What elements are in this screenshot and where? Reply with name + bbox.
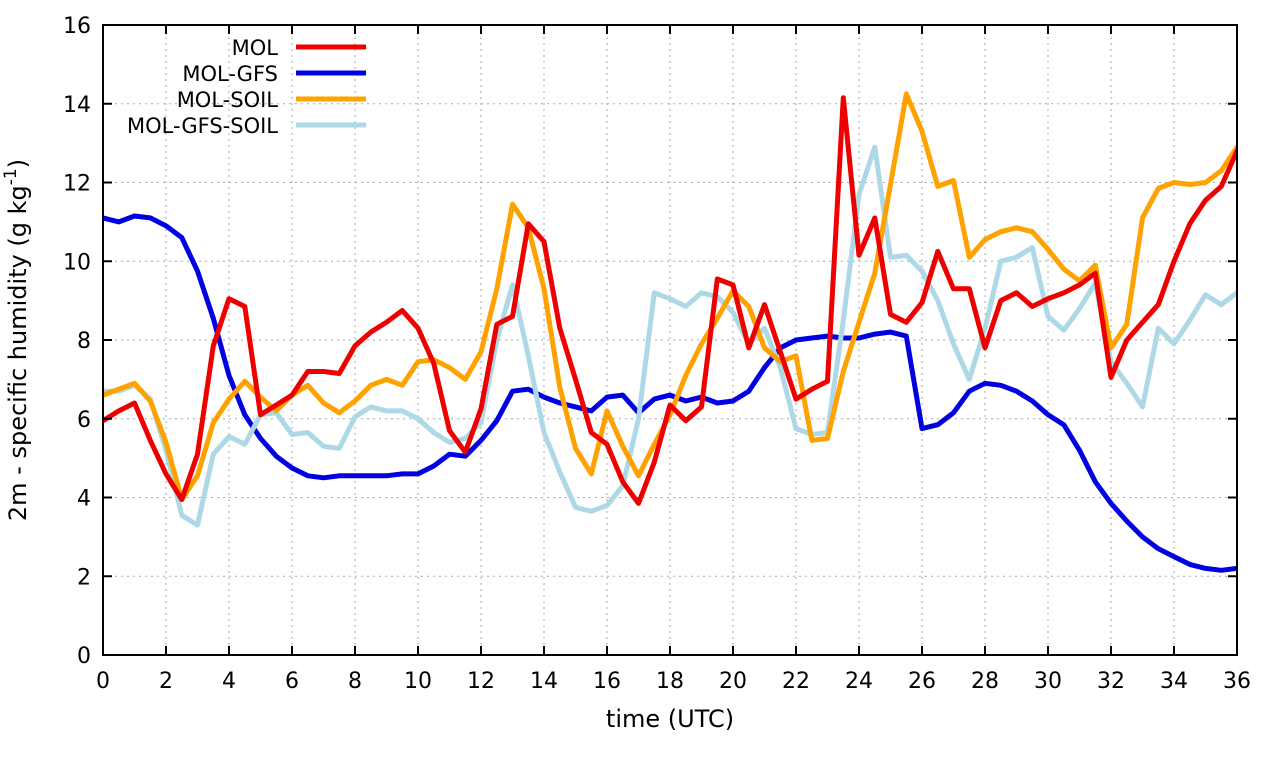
y-tick-label: 16 [63, 14, 91, 39]
x-tick-label: 30 [1034, 669, 1062, 694]
series-group [103, 91, 1237, 573]
x-tick-labels: 0 2 4 6 8 10 12 14 16 18 20 22 24 26 28 30 32 34 36 [96, 669, 1251, 694]
x-tick-label: 34 [1160, 669, 1188, 694]
x-tick-label: 16 [593, 669, 621, 694]
x-tick-label: 28 [971, 669, 999, 694]
y-tick-label: 0 [77, 644, 91, 669]
series-line-mol [103, 95, 1237, 506]
x-tick-label: 0 [96, 669, 110, 694]
y-tick-labels: 0 2 4 6 8 10 12 14 16 [63, 14, 91, 669]
x-axis-title: time (UTC) [606, 705, 734, 733]
x-tick-label: 12 [467, 669, 495, 694]
y-tick-label: 4 [77, 487, 91, 512]
x-tick-label: 24 [845, 669, 873, 694]
x-tick-label: 8 [348, 669, 362, 694]
y-tick-label: 10 [63, 250, 91, 275]
x-tick-label: 18 [656, 669, 684, 694]
y-tick-label: 12 [63, 172, 91, 197]
y-tick-label: 8 [77, 329, 91, 354]
x-tick-label: 6 [285, 669, 299, 694]
legend-label-mol-gfs: MOL-GFS [182, 62, 278, 86]
y-tick-label: 6 [77, 408, 91, 433]
y-axis-title: 2m - specific humidity (g kg-1) [1, 159, 32, 521]
x-tick-label: 26 [908, 669, 936, 694]
x-tick-label: 32 [1097, 669, 1125, 694]
y-tick-label: 2 [77, 565, 91, 590]
x-tick-label: 10 [404, 669, 432, 694]
x-tick-label: 22 [782, 669, 810, 694]
x-tick-label: 20 [719, 669, 747, 694]
axis-ticks [102, 24, 1238, 656]
series-line-mol-gfs [103, 213, 1237, 573]
x-tick-label: 4 [222, 669, 236, 694]
y-tick-label: 14 [63, 93, 91, 118]
x-tick-label: 14 [530, 669, 558, 694]
x-tick-label: 2 [159, 669, 173, 694]
x-tick-label: 36 [1223, 669, 1251, 694]
legend-label-mol-gfs-soil: MOL-GFS-SOIL [127, 114, 278, 138]
legend-label-mol: MOL [232, 36, 279, 60]
series-line-mol-gfs-soil [103, 144, 1237, 528]
legend-label-mol-soil: MOL-SOIL [177, 88, 279, 112]
